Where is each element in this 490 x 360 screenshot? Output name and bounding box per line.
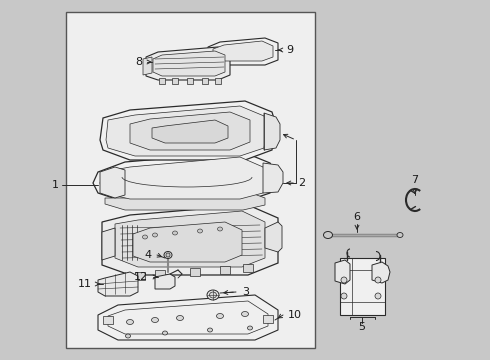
Polygon shape [115,211,265,267]
Text: 3: 3 [242,287,249,297]
Polygon shape [265,222,282,252]
Polygon shape [190,268,200,276]
Polygon shape [202,78,208,84]
Text: 9: 9 [286,45,293,55]
Polygon shape [159,78,165,84]
Polygon shape [263,163,283,193]
Text: 11: 11 [78,279,92,289]
Text: 7: 7 [412,175,418,185]
Text: 1: 1 [51,180,58,190]
Ellipse shape [341,277,347,283]
Ellipse shape [242,311,248,316]
Ellipse shape [218,227,222,231]
Polygon shape [208,38,278,65]
Polygon shape [93,152,275,202]
Polygon shape [215,78,221,84]
Ellipse shape [152,233,157,237]
Polygon shape [155,270,165,278]
Ellipse shape [163,331,168,335]
Ellipse shape [397,233,403,238]
Polygon shape [100,167,125,198]
Text: 4: 4 [145,250,152,260]
Ellipse shape [197,229,202,233]
Ellipse shape [166,253,170,257]
Ellipse shape [210,292,217,298]
Ellipse shape [176,315,183,320]
Polygon shape [66,12,315,348]
Polygon shape [102,228,115,260]
Polygon shape [220,266,230,274]
Polygon shape [102,205,278,275]
Text: 8: 8 [135,57,142,67]
Polygon shape [172,78,178,84]
Polygon shape [100,101,275,160]
Ellipse shape [375,277,381,283]
Polygon shape [98,272,138,296]
Polygon shape [372,262,390,283]
Polygon shape [105,190,265,210]
Polygon shape [143,57,152,75]
Polygon shape [146,47,230,80]
Ellipse shape [207,290,219,300]
Ellipse shape [247,326,252,330]
Polygon shape [264,113,280,150]
Polygon shape [103,316,113,324]
Ellipse shape [172,231,177,235]
Text: 12: 12 [134,272,148,282]
Polygon shape [133,222,242,262]
Polygon shape [135,272,145,280]
Polygon shape [155,274,175,289]
Polygon shape [187,78,193,84]
Ellipse shape [164,252,172,258]
Polygon shape [263,315,273,323]
Ellipse shape [207,328,213,332]
Polygon shape [340,258,385,315]
Ellipse shape [143,235,147,239]
Text: 5: 5 [359,322,366,332]
Ellipse shape [126,320,133,324]
Polygon shape [243,264,253,272]
Polygon shape [108,301,268,334]
Polygon shape [98,295,278,340]
Text: 10: 10 [288,310,302,320]
Polygon shape [152,120,228,143]
Polygon shape [213,41,273,61]
Ellipse shape [151,318,158,323]
Ellipse shape [125,334,130,338]
Ellipse shape [375,293,381,299]
Polygon shape [106,106,267,156]
Ellipse shape [217,314,223,319]
Text: 2: 2 [298,178,305,188]
Ellipse shape [323,231,333,239]
Polygon shape [130,112,250,150]
Polygon shape [153,51,225,76]
Polygon shape [100,157,267,199]
Polygon shape [335,260,350,284]
Ellipse shape [341,293,347,299]
Text: 6: 6 [353,212,361,222]
